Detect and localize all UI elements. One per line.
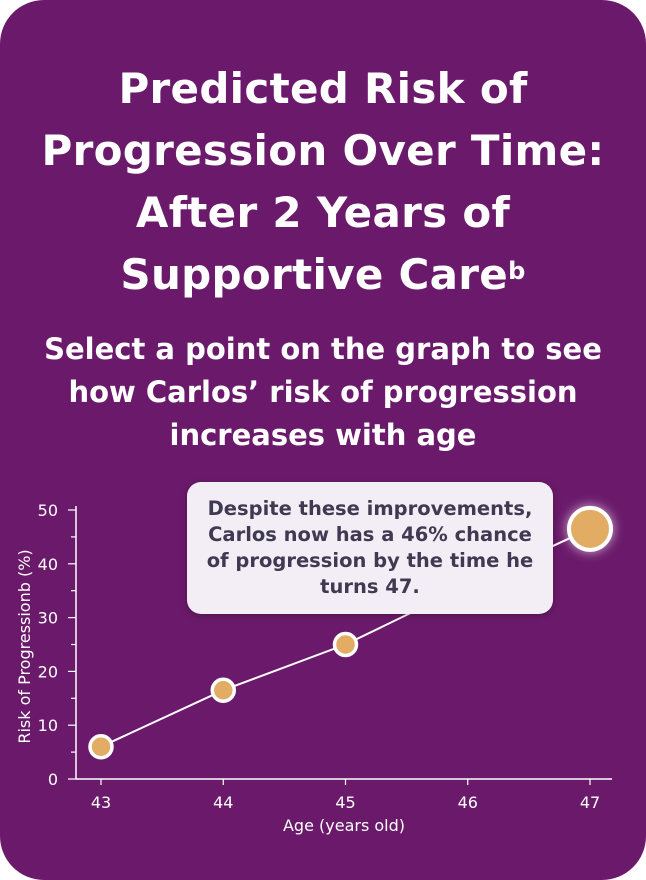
y-tick-label: 20 [38, 662, 58, 681]
x-tick-label: 43 [91, 793, 111, 812]
data-point[interactable] [332, 631, 359, 658]
risk-line-chart: 0 10 20 30 40 50 43 44 45 46 47 Age (years old) Risk… [15, 501, 614, 835]
x-axis-title: Age (years old) [283, 816, 405, 835]
x-tick-label: 45 [335, 793, 355, 812]
x-tick-label: 44 [213, 793, 233, 812]
callout-text: Despite these improvements, Carlos now h… [206, 497, 534, 598]
y-tick-label: 50 [38, 501, 58, 520]
y-tick-label: 30 [38, 609, 58, 628]
y-tick-label: 10 [38, 716, 58, 735]
data-point[interactable] [210, 677, 236, 703]
y-tick-label: 0 [48, 770, 58, 789]
data-point[interactable] [88, 733, 114, 760]
data-point-selected[interactable] [567, 505, 613, 552]
x-tick-label: 47 [580, 793, 600, 812]
title-footnote-marker: b [508, 257, 526, 285]
y-axis-title: Risk of Progressionb (%) [15, 549, 34, 743]
instruction-text: Select a point on the graph to see how C… [44, 332, 602, 452]
callout-box: Despite these improvements, Carlos now h… [187, 482, 553, 614]
y-tick-label: 40 [38, 555, 58, 574]
page-title: Predicted Risk of Progression Over Time:… [20, 58, 626, 306]
x-tick-label: 46 [458, 793, 478, 812]
title-text: Predicted Risk of Progression Over Time:… [41, 64, 605, 299]
